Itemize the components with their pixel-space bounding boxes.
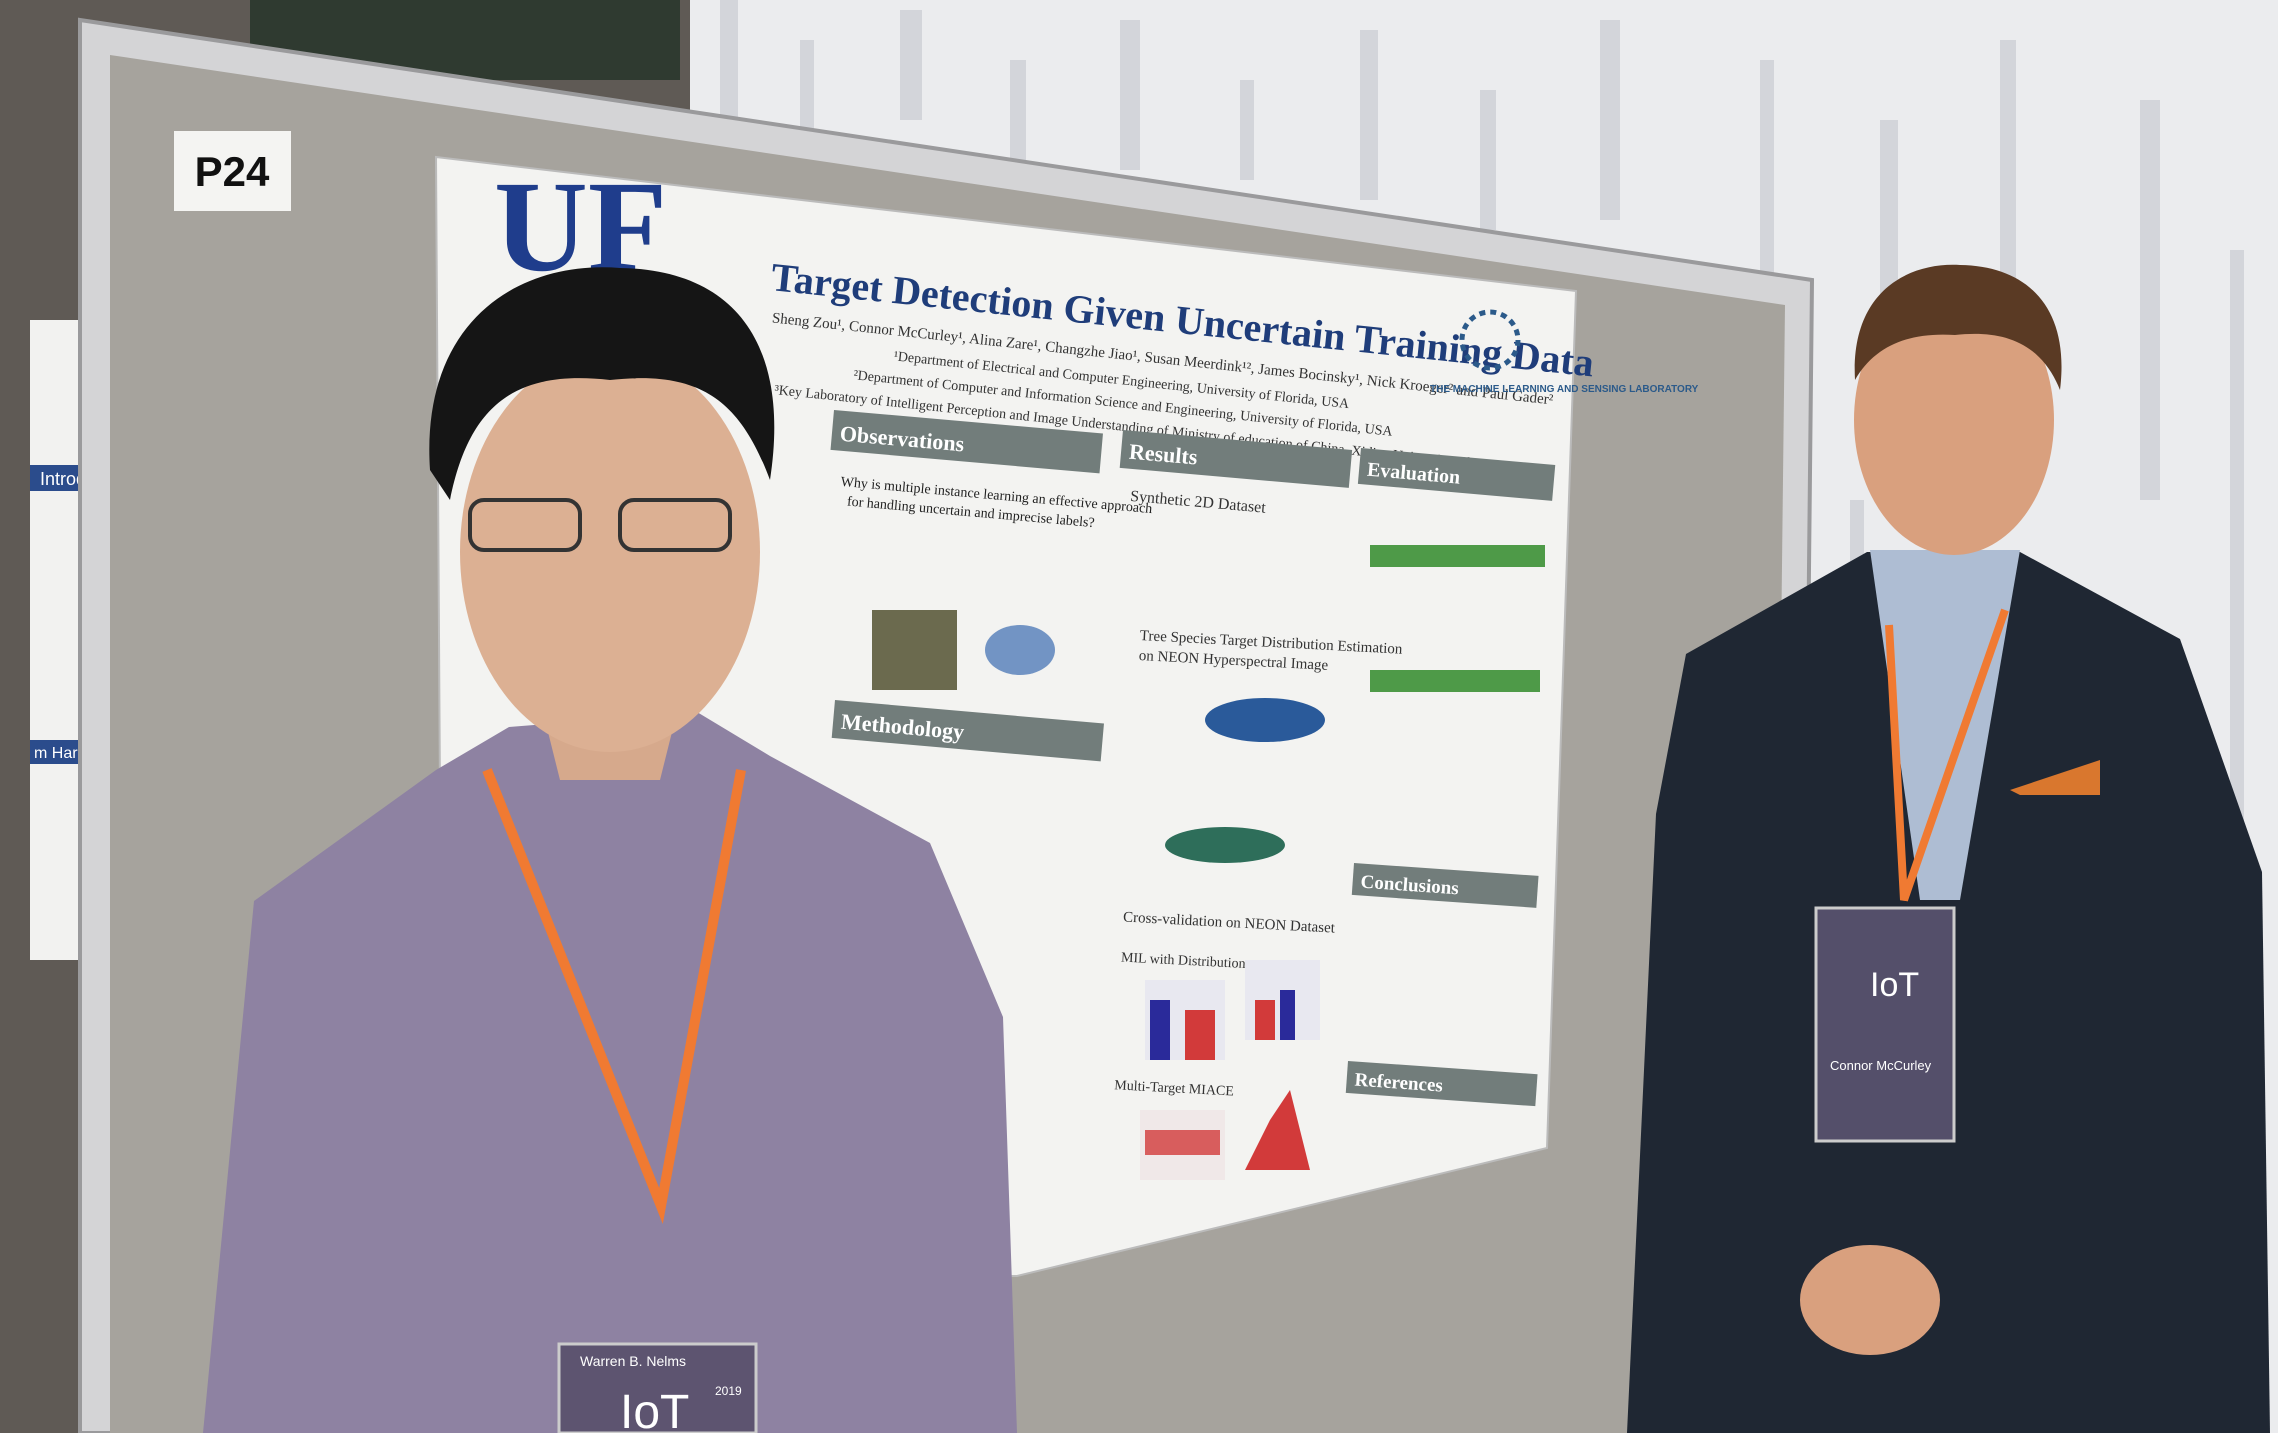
badge [557,1342,758,1433]
shape [1480,90,1496,230]
shape [1854,264,2062,390]
table-header [1370,670,1540,692]
aerial-image [872,610,957,690]
section-title: Results [1128,439,1199,470]
shape [429,267,775,500]
shape [1600,20,1620,220]
section-bar [831,699,1104,762]
shape [1854,285,2054,555]
shape [1185,1010,1215,1060]
lab-name: THE MACHINE LEARNING AND SENSING LABORAT… [1430,384,1699,395]
table-header [1370,545,1545,567]
subheading: Multi-Target MIACE [1114,1078,1234,1099]
scatter-image [985,625,1055,675]
shape [2140,100,2160,500]
point-cloud [1165,827,1285,863]
shape: Tree Species Target Distribution Estimat… [1114,628,1403,1100]
shape [720,0,738,120]
sign [174,131,291,211]
shape [1120,20,1140,170]
shape [1240,80,1254,180]
section-bar [1357,447,1556,501]
background-poster-heading: Introd [40,469,86,489]
shape [1255,1000,1275,1040]
shape: References [1345,1061,1538,1107]
badge-name: Warren B. Nelms [580,1353,686,1369]
shape [1885,608,2009,902]
section-bar [1345,1061,1538,1107]
point-cloud [1205,698,1325,742]
shape [1280,990,1295,1040]
badge-year: 2019 [715,1384,742,1398]
badge-event: IoT [620,1386,689,1433]
section-bar [1351,863,1539,908]
shape [900,10,922,120]
shape [1760,60,1774,320]
shape [1245,1090,1310,1170]
sign-label: P24 [195,148,270,195]
section-bar [830,409,1103,474]
shape [468,498,582,552]
badge-name: Connor McCurley [1830,1058,1932,1073]
shape [800,40,814,130]
shape [1145,1130,1220,1155]
shape [2010,760,2100,795]
shape [2230,250,2244,950]
shape [618,498,732,552]
shape [1150,1000,1170,1060]
person-left [203,267,1017,1433]
shape [460,352,760,752]
shape: Conclusions [1351,863,1539,908]
shape: Evaluation [1357,447,1556,501]
shape [482,768,746,1224]
shape [1010,60,1026,180]
shape [1800,1245,1940,1355]
badge [1814,906,1956,1143]
histogram-image [1140,960,1320,1180]
shape: Methodology [831,699,1104,762]
lab-logo [1459,309,1521,371]
shape [1870,550,2020,900]
badge-event: IoT [1870,966,1919,1004]
shape [1360,30,1378,200]
subheading: MIL with Distribution [1121,950,1246,972]
section-bar [1119,430,1353,488]
